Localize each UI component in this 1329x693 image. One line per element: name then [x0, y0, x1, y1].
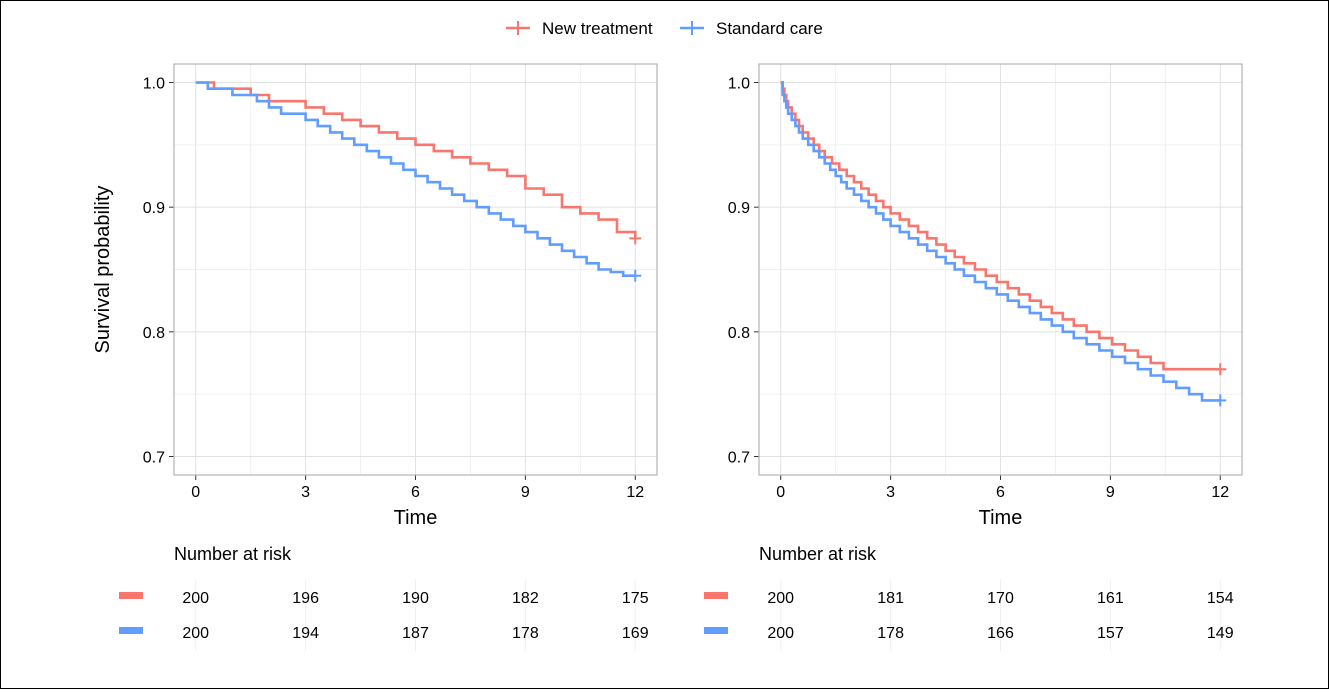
km-curve-standard-care — [780, 81, 1221, 402]
censor-mark — [629, 232, 642, 245]
risk-count: 166 — [987, 625, 1014, 642]
x-tick-label: 6 — [411, 484, 420, 501]
risk-count: 181 — [877, 590, 904, 607]
x-tick-label: 0 — [191, 484, 200, 501]
censor-mark — [629, 269, 642, 282]
risk-table-title: Number at risk — [759, 544, 877, 564]
x-tick-label: 3 — [301, 484, 310, 501]
risk-count: 187 — [402, 625, 429, 642]
risk-count: 182 — [512, 590, 539, 607]
censor-mark — [1214, 394, 1227, 407]
risk-row-key — [119, 592, 143, 599]
risk-count: 178 — [877, 625, 904, 642]
risk-count: 194 — [292, 625, 319, 642]
legend-item-new-treatment: New treatment — [506, 19, 653, 38]
risk-table: Number at risk 200 196 190 182 175 200 194 187 17… — [119, 544, 649, 651]
y-tick-label: 0.7 — [143, 450, 165, 467]
risk-count: 161 — [1097, 590, 1124, 607]
risk-count: 200 — [767, 625, 794, 642]
x-axis-title: Time — [979, 507, 1023, 529]
y-tick-label: 1.0 — [143, 75, 165, 92]
y-axis-title: Survival probability — [92, 186, 114, 354]
risk-row-key — [704, 627, 728, 634]
y-tick-label: 1.0 — [728, 75, 750, 92]
risk-count: 196 — [292, 590, 319, 607]
risk-count: 200 — [182, 590, 209, 607]
risk-table-title: Number at risk — [174, 544, 292, 564]
y-tick-label: 0.8 — [143, 325, 165, 342]
km-curve-standard-care — [195, 81, 636, 277]
plot-border — [173, 63, 658, 476]
risk-count: 200 — [182, 625, 209, 642]
risk-count: 154 — [1207, 590, 1234, 607]
x-tick-label: 3 — [886, 484, 895, 501]
km-curve-new-treatment — [195, 81, 637, 239]
x-tick-label: 12 — [1211, 484, 1229, 501]
x-tick-label: 6 — [996, 484, 1005, 501]
risk-row-key — [119, 627, 143, 634]
risk-count: 190 — [402, 590, 429, 607]
y-tick-label: 0.9 — [143, 200, 165, 217]
censor-mark — [1214, 363, 1227, 376]
risk-count: 175 — [622, 590, 649, 607]
risk-count: 149 — [1207, 625, 1234, 642]
x-tick-label: 0 — [776, 484, 785, 501]
legend-item-standard-care: Standard care — [680, 19, 823, 38]
panel-left: 0 3 6 9 12 0.7 0.8 0.9 1.0 Time Survival probabili… — [92, 63, 658, 651]
risk-count: 157 — [1097, 625, 1124, 642]
risk-row-key — [704, 592, 728, 599]
x-tick-label: 9 — [521, 484, 530, 501]
risk-count: 178 — [512, 625, 539, 642]
legend-label-new-treatment: New treatment — [542, 19, 653, 38]
risk-table: Number at risk 200 181 170 161 154 200 178 166 15… — [704, 544, 1234, 651]
x-axis-title: Time — [394, 507, 438, 529]
y-tick-label: 0.9 — [728, 200, 750, 217]
risk-count: 170 — [987, 590, 1014, 607]
plot-border — [758, 63, 1243, 476]
x-tick-label: 9 — [1106, 484, 1115, 501]
x-tick-label: 12 — [626, 484, 644, 501]
legend: New treatment Standard care — [506, 19, 823, 38]
risk-count: 200 — [767, 590, 794, 607]
y-tick-label: 0.7 — [728, 450, 750, 467]
y-tick-label: 0.8 — [728, 325, 750, 342]
panel-right: 0 3 6 9 12 0.7 0.8 0.9 1.0 Time Number at risk 200 1… — [704, 63, 1243, 651]
risk-count: 169 — [622, 625, 649, 642]
legend-label-standard-care: Standard care — [716, 19, 823, 38]
